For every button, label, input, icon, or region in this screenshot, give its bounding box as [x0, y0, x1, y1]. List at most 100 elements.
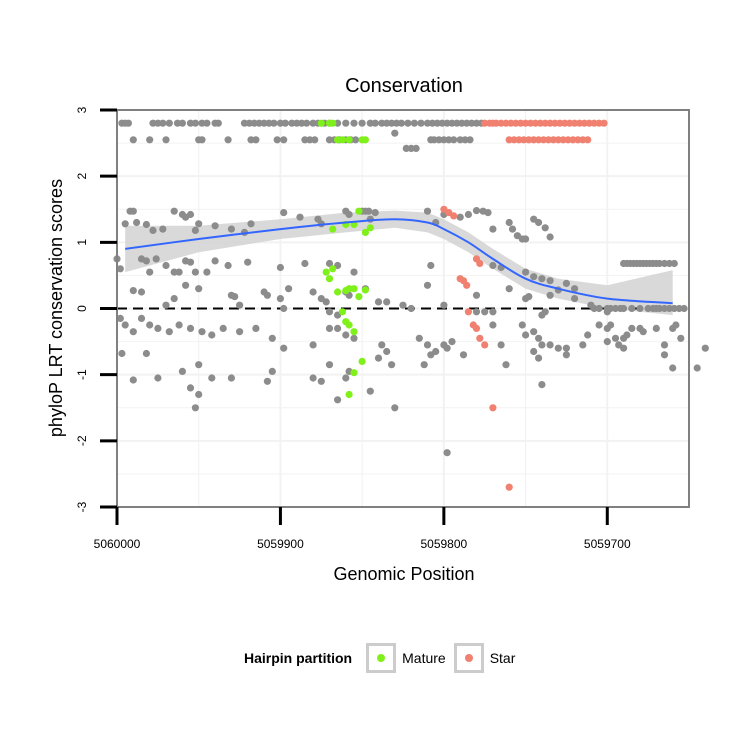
other-point: [142, 220, 150, 229]
other-point: [121, 220, 129, 228]
other-point: [525, 293, 533, 301]
other-point: [417, 119, 425, 127]
other-point: [280, 209, 288, 217]
other-point: [636, 304, 644, 313]
other-point: [301, 259, 309, 268]
other-point: [541, 224, 549, 232]
legend-key-star: [453, 643, 484, 673]
other-point: [489, 261, 497, 270]
other-point: [535, 218, 543, 227]
mature-point: [325, 275, 334, 283]
other-point: [165, 328, 173, 336]
y-tick-label: 1: [75, 239, 89, 246]
other-point: [546, 341, 554, 349]
other-point: [701, 344, 709, 352]
mature-point: [350, 285, 358, 293]
other-point: [296, 213, 304, 221]
y-axis: 3 2 1 0 -1 -2 -3: [75, 106, 117, 512]
confidence-band: [125, 210, 673, 316]
other-point: [366, 387, 374, 395]
other-point: [208, 331, 216, 339]
other-point: [423, 281, 432, 289]
legend-title: Hairpin partition: [244, 650, 353, 666]
mature-point: [329, 119, 337, 127]
other-point: [584, 331, 592, 339]
other-point: [342, 331, 350, 339]
other-point: [154, 324, 162, 332]
other-point: [672, 321, 680, 329]
other-point: [607, 321, 615, 329]
mature-point: [350, 328, 358, 336]
y-axis-label: phyloP LRT conservation scores: [46, 179, 66, 437]
other-point: [182, 281, 190, 289]
other-point: [118, 349, 126, 358]
x-tick-label: 5059800: [420, 537, 467, 551]
other-point: [162, 301, 170, 309]
other-point: [378, 341, 386, 349]
star-point: [505, 483, 513, 491]
other-point: [628, 324, 636, 332]
other-point: [231, 293, 239, 301]
other-point: [350, 334, 358, 342]
other-point: [186, 324, 195, 332]
other-point: [195, 361, 203, 369]
other-point: [317, 377, 325, 385]
other-point: [365, 207, 373, 215]
other-point: [352, 136, 360, 144]
other-point: [530, 328, 538, 336]
other-point: [263, 377, 271, 385]
other-point: [397, 119, 405, 127]
mature-point: [329, 225, 337, 233]
other-point: [198, 136, 206, 144]
legend-label-mature: Mature: [402, 650, 446, 666]
other-point: [415, 334, 423, 342]
other-point: [481, 308, 489, 316]
other-point: [175, 268, 183, 276]
other-point: [325, 259, 334, 268]
other-point: [146, 268, 154, 276]
other-point: [660, 341, 669, 349]
mature-point: [355, 293, 363, 301]
mature-point: [322, 268, 330, 276]
other-point: [374, 354, 383, 362]
other-point: [350, 268, 358, 276]
star-point: [476, 259, 484, 268]
other-point: [211, 222, 219, 230]
other-point: [195, 285, 203, 293]
other-point: [170, 295, 178, 303]
other-point: [420, 361, 428, 369]
mature-point: [361, 228, 369, 236]
other-point: [195, 390, 203, 399]
other-point: [227, 374, 235, 382]
other-point: [489, 225, 497, 233]
other-point: [273, 136, 281, 144]
other-point: [502, 361, 510, 369]
other-point: [195, 220, 203, 228]
other-point: [129, 287, 137, 295]
other-point: [522, 268, 530, 276]
other-point: [603, 308, 611, 316]
other-point: [571, 295, 579, 303]
other-point: [535, 354, 543, 362]
x-axis: 5060000 5059900 5059800 5059700: [94, 507, 631, 551]
other-point: [309, 288, 317, 296]
other-point: [350, 119, 358, 127]
other-point: [219, 324, 227, 332]
other-point: [116, 265, 124, 273]
mature-point: [345, 136, 353, 144]
other-point: [440, 341, 448, 349]
other-point: [623, 331, 631, 339]
other-point: [270, 119, 278, 127]
other-point: [554, 344, 562, 352]
other-point: [670, 259, 678, 268]
other-point: [129, 136, 137, 144]
other-point: [178, 367, 186, 375]
other-point: [191, 119, 199, 127]
other-point: [448, 338, 456, 346]
other-point: [162, 261, 170, 270]
other-point: [203, 268, 211, 276]
other-point: [358, 119, 366, 127]
legend-dot-star: [464, 654, 473, 662]
other-point: [530, 347, 538, 356]
